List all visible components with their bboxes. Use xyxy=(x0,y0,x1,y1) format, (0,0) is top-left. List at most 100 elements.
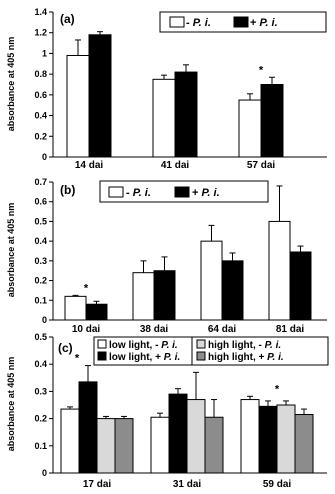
category-label: 14 dai xyxy=(75,160,104,171)
y-tick-label: 0.4 xyxy=(34,359,47,369)
bar xyxy=(221,260,244,321)
panel-label: (c) xyxy=(58,341,73,355)
bar xyxy=(78,381,98,474)
y-tick-label: 1 xyxy=(42,48,47,58)
bar xyxy=(294,414,314,474)
category-label: 81 dai xyxy=(276,324,305,335)
legend-italic: P. i. xyxy=(267,352,284,363)
legend-italic: P. i. xyxy=(161,340,178,351)
legend-label: + P. i. xyxy=(192,187,220,199)
chart-panel-0: 0 0.2 0.4 0.6 0.8 1 1.2 1.4 absorbance at 405 nm… xyxy=(6,7,327,171)
bar xyxy=(168,393,188,474)
category-label: 59 dai xyxy=(263,479,292,490)
legend-swatch xyxy=(97,351,107,361)
legend-prefix: low light, - xyxy=(109,340,161,351)
bar xyxy=(132,272,155,321)
y-tick-label: 0 xyxy=(42,152,47,162)
y-tick-label: 0.5 xyxy=(34,332,47,342)
legend-prefix: high light, + xyxy=(208,352,267,363)
y-axis-title: absorbance at 405 nm xyxy=(6,203,16,298)
chart-panel-2: 0 0.1 0.2 0.3 0.4 0.5 absorbance at 405 nm (c) 1… xyxy=(6,332,329,490)
y-tick-label: 0.4 xyxy=(34,111,47,121)
bar xyxy=(260,84,284,158)
bar xyxy=(186,399,206,474)
y-tick-label: 1.4 xyxy=(34,7,47,17)
legend-italic: P. i. xyxy=(259,17,277,29)
bar xyxy=(96,418,116,474)
bar xyxy=(240,399,260,474)
y-tick-label: 0.3 xyxy=(34,256,47,266)
bar xyxy=(114,418,134,474)
significance-star: * xyxy=(275,383,280,395)
category-label: 57 dai xyxy=(247,160,276,171)
category-label: 64 dai xyxy=(208,324,237,335)
panel-label: (a) xyxy=(60,12,75,26)
legend-italic: P. i. xyxy=(265,340,282,351)
y-axis-title: absorbance at 405 nm xyxy=(6,37,16,132)
legend-label: high light, + P. i. xyxy=(208,352,284,363)
legend-label: - P. i. xyxy=(126,187,151,199)
legend-swatch xyxy=(97,339,107,349)
bar xyxy=(152,78,176,158)
legend-prefix: - xyxy=(186,17,193,29)
legend-italic: P. i. xyxy=(133,187,151,199)
y-tick-label: 0 xyxy=(42,315,47,325)
panel-label: (b) xyxy=(60,183,75,197)
bar xyxy=(200,240,223,321)
y-tick-label: 0.1 xyxy=(34,295,47,305)
bar xyxy=(204,416,224,474)
legend-label: high light, - P. i. xyxy=(208,340,281,351)
category-label: 17 dai xyxy=(83,479,112,490)
bar xyxy=(289,251,312,321)
legend-swatch xyxy=(196,339,206,349)
bar xyxy=(88,34,112,158)
legend-swatch xyxy=(196,351,206,361)
significance-star: * xyxy=(75,353,80,365)
legend-swatch xyxy=(108,186,124,198)
category-label: 10 dai xyxy=(72,324,101,335)
y-tick-label: 0.5 xyxy=(34,216,47,226)
bar xyxy=(276,404,296,474)
bar xyxy=(66,55,90,158)
bar xyxy=(153,270,176,321)
y-tick-label: 0.2 xyxy=(34,276,47,286)
legend-prefix: low light, + xyxy=(109,352,164,363)
legend-swatch xyxy=(169,16,185,28)
bar xyxy=(174,71,198,158)
significance-star: * xyxy=(84,282,89,294)
bar xyxy=(238,99,262,158)
chart-panel-1: 0 0.1 0.2 0.3 0.4 0.5 0.6 0.7 absorbance at 405 … xyxy=(6,177,327,335)
significance-star: * xyxy=(259,64,264,76)
y-tick-label: 0.4 xyxy=(34,236,47,246)
bar xyxy=(268,220,291,321)
legend-italic: P. i. xyxy=(201,187,219,199)
legend-prefix: + xyxy=(192,187,201,199)
y-tick-label: 0 xyxy=(42,468,47,478)
legend-label: - P. i. xyxy=(186,17,211,29)
legend-label: low light, - P. i. xyxy=(109,340,178,351)
y-tick-label: 0.3 xyxy=(34,386,47,396)
legend-italic: P. i. xyxy=(193,17,211,29)
y-tick-label: 0.6 xyxy=(34,90,47,100)
category-label: 41 dai xyxy=(161,160,190,171)
y-tick-label: 0.2 xyxy=(34,131,47,141)
legend-swatch xyxy=(174,186,190,198)
legend-swatch xyxy=(233,16,249,28)
y-tick-label: 0.8 xyxy=(34,69,47,79)
y-tick-label: 0.7 xyxy=(34,177,47,187)
y-tick-label: 0.6 xyxy=(34,197,47,207)
category-label: 38 dai xyxy=(140,324,169,335)
legend-prefix: high light, - xyxy=(208,340,265,351)
bar xyxy=(258,405,278,474)
bar xyxy=(85,303,108,321)
bar xyxy=(60,408,80,474)
legend-box xyxy=(191,336,329,366)
legend-prefix: - xyxy=(126,187,133,199)
legend-label: low light, + P. i. xyxy=(109,352,180,363)
bar xyxy=(64,295,87,321)
legend-label: + P. i. xyxy=(250,17,278,29)
category-label: 31 dai xyxy=(173,479,202,490)
bar xyxy=(150,416,170,474)
legend-prefix: + xyxy=(250,17,259,29)
